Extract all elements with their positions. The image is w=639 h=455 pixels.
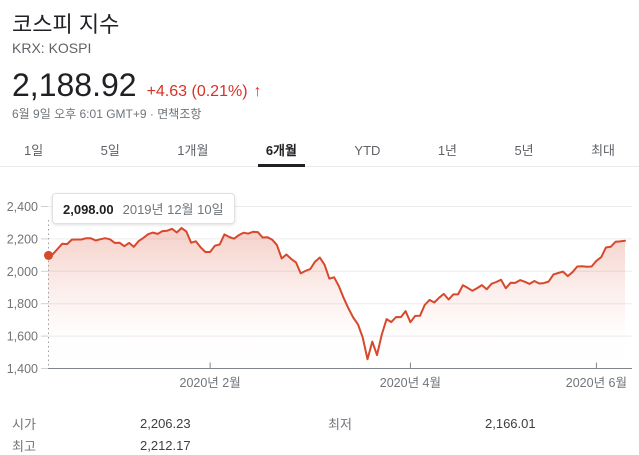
tab-1y[interactable]: 1년 <box>437 143 458 158</box>
tooltip-value: 2,098.00 <box>63 202 114 217</box>
tab-ytd[interactable]: YTD <box>354 143 381 158</box>
chart-x-label: 2020년 6월 <box>566 376 627 390</box>
quote-header: 코스피 지수 KRX: KOSPI 2,188.92 +4.63 (0.21%)… <box>0 0 639 121</box>
stats-right-column: 최저 2,166.01 <box>328 412 536 455</box>
meta-separator: · <box>149 107 154 121</box>
chart-marker-dot <box>44 250 53 260</box>
tab-6m[interactable]: 6개월 <box>257 135 306 167</box>
chart-y-label: 2,000 <box>7 265 38 279</box>
stat-high-row: 최고 2,212.17 <box>12 434 328 455</box>
price-change: +4.63 (0.21%) <box>146 83 248 100</box>
chart-tooltip: 2,098.00 2019년 12월 10일 <box>52 193 235 224</box>
stats-left-column: 시가 2,206.23 최고 2,212.17 <box>12 412 328 455</box>
page-title: 코스피 지수 <box>12 12 120 37</box>
stat-open-row: 시가 2,206.23 <box>12 412 328 434</box>
price-row: 2,188.92 +4.63 (0.21%) ↑ <box>12 67 627 103</box>
tab-1m[interactable]: 1개월 <box>177 143 209 158</box>
chart-y-label: 1,800 <box>7 297 38 311</box>
chart-y-label: 1,400 <box>7 362 38 376</box>
tab-5d[interactable]: 5일 <box>100 143 120 158</box>
stat-high-label: 최고 <box>12 438 36 454</box>
chart-area-fill <box>48 228 625 369</box>
stat-low-value: 2,166.01 <box>485 415 536 431</box>
tab-max[interactable]: 최대 <box>591 143 615 158</box>
chart-y-label: 2,200 <box>7 232 38 246</box>
chart-x-label: 2020년 2월 <box>180 376 241 390</box>
disclaimer-link[interactable]: 면책조항 <box>157 107 202 121</box>
chart-y-label: 2,400 <box>7 200 38 214</box>
stats-table: 시가 2,206.23 최고 2,212.17 최저 2,166.01 <box>0 404 639 455</box>
chart-price-line <box>47 227 626 361</box>
stat-low-label: 최저 <box>328 416 352 432</box>
chart-x-label: 2020년 4월 <box>380 376 441 390</box>
arrow-up-icon: ↑ <box>253 83 262 100</box>
range-tabs: 1일 5일 1개월 6개월 YTD 1년 5년 최대 <box>0 135 639 167</box>
chart-y-label: 1,600 <box>7 330 38 344</box>
stat-open-value: 2,206.23 <box>140 415 191 431</box>
tab-1d[interactable]: 1일 <box>24 143 44 158</box>
quote-meta: 6월 9일 오후 6:01 GMT+9 · 면책조항 <box>12 107 627 121</box>
current-price: 2,188.92 <box>12 67 137 103</box>
quote-timestamp: 6월 9일 오후 6:01 GMT+9 <box>12 107 147 121</box>
tab-5y[interactable]: 5년 <box>514 143 534 158</box>
stat-open-label: 시가 <box>12 416 36 432</box>
price-chart-region: 2,400 2,200 2,000 1,800 1,600 1,400 2020년 2월 20… <box>0 189 639 404</box>
tooltip-date: 2019년 12월 10일 <box>122 202 224 217</box>
price-chart[interactable]: 2,400 2,200 2,000 1,800 1,600 1,400 2020년 2월 20… <box>0 189 639 404</box>
stat-low-row: 최저 2,166.01 <box>328 412 536 434</box>
exchange-ticker: KRX: KOSPI <box>12 40 92 56</box>
stat-high-value: 2,212.17 <box>140 437 191 453</box>
